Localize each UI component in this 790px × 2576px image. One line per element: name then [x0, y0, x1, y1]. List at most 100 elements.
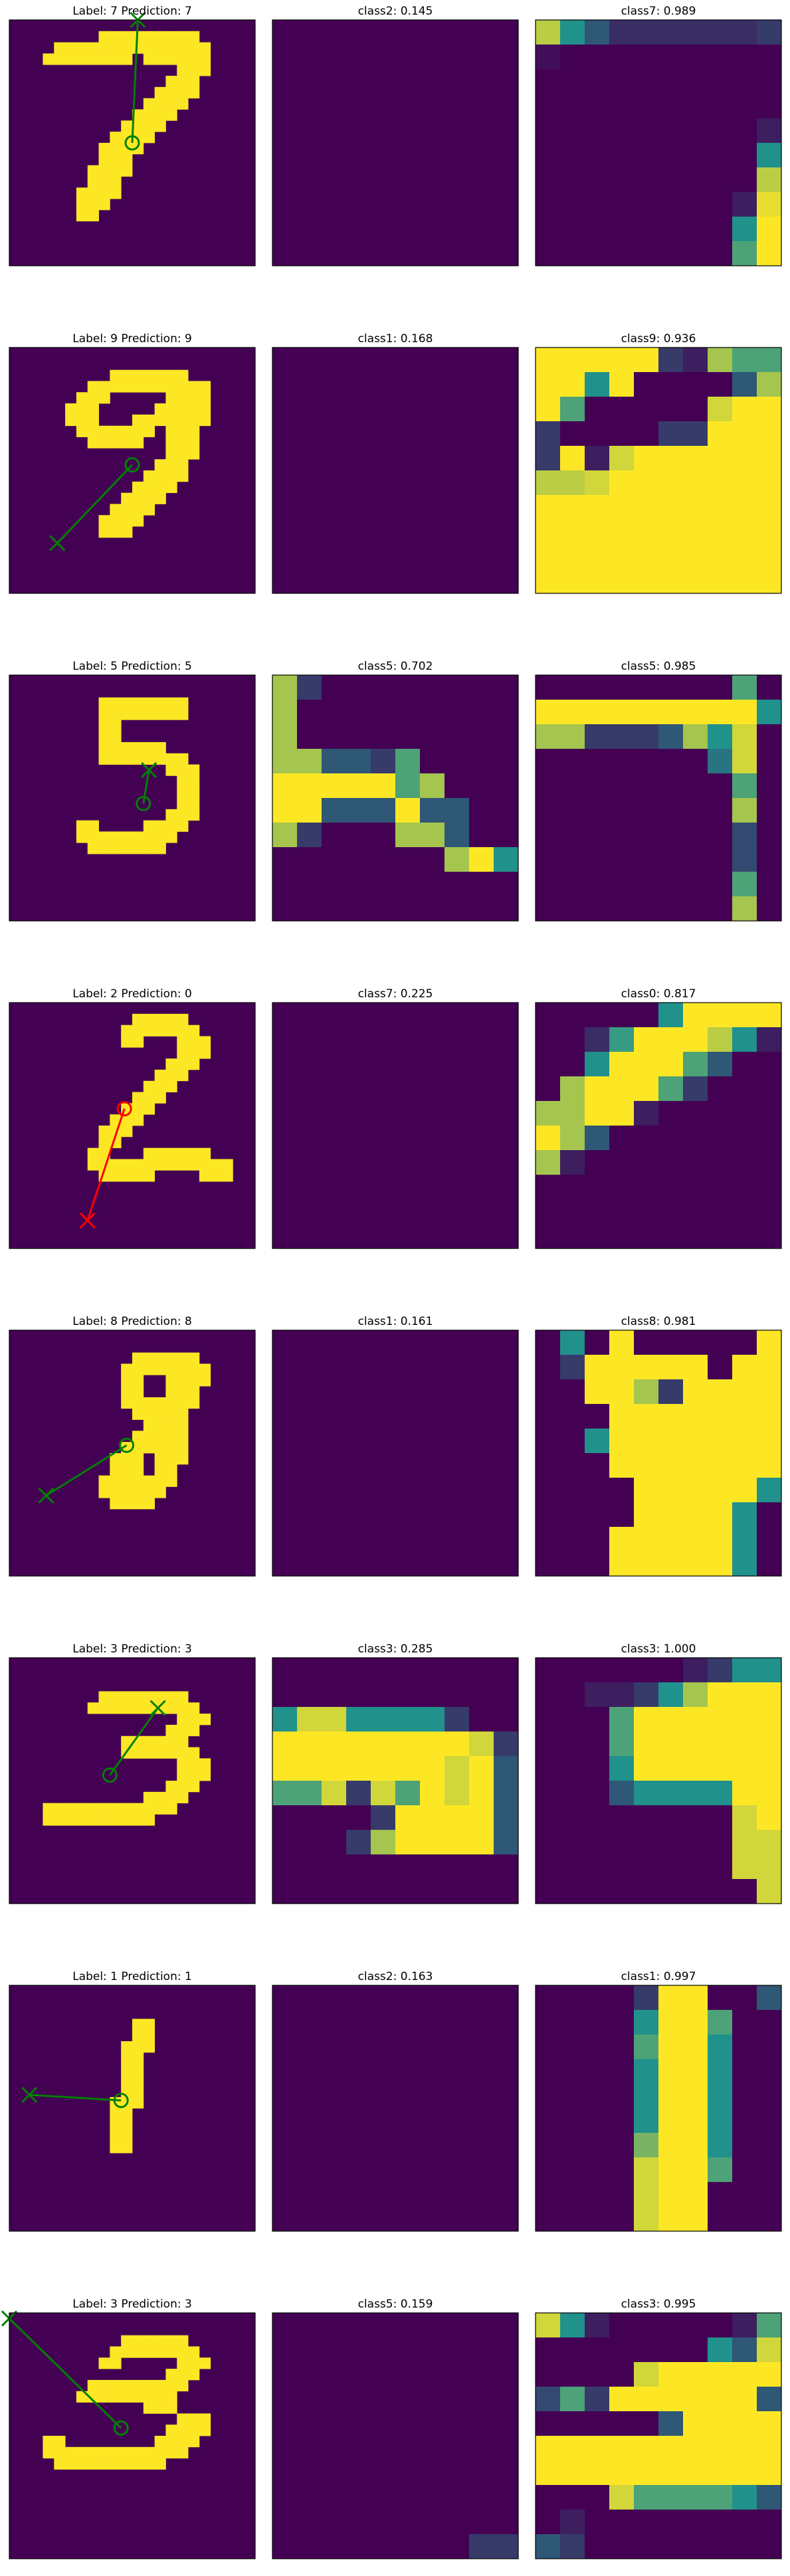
panel-title: class2: 0.163: [358, 1970, 433, 1983]
digit-pixel: [110, 165, 122, 177]
heatmap-cell: [609, 1830, 635, 1855]
heatmap-cell: [658, 1756, 684, 1781]
heatmap-cell: [395, 823, 421, 848]
digit-pixel: [110, 504, 122, 516]
panel-frame: [535, 1330, 782, 1577]
digit-pixel: [165, 76, 177, 88]
heatmap-cell: [683, 20, 708, 45]
heatmap-cell: [536, 700, 561, 725]
heatmap-cell: [371, 1756, 396, 1781]
heatmap-cell: [420, 749, 445, 774]
heatmap-cell: [371, 1379, 396, 1405]
digit-pixel: [154, 1747, 166, 1759]
heatmap-cell: [346, 544, 371, 569]
heatmap-cell: [732, 1027, 757, 1052]
digit-pixel: [177, 1058, 189, 1070]
digit-pixel: [98, 697, 110, 709]
heatmap-cell: [395, 1732, 421, 1757]
heatmap-cell: [371, 2108, 396, 2133]
heatmap-cell: [420, 1101, 445, 1126]
heatmap-cell: [395, 1756, 421, 1781]
digit-pixel: [210, 1170, 222, 1182]
end-x-marker: [21, 2086, 38, 2103]
heatmap-cell: [420, 569, 445, 594]
digit-pixel: [110, 2379, 122, 2392]
digit-pixel: [132, 132, 144, 144]
digit-pixel: [177, 1419, 189, 1431]
heatmap-cell: [444, 94, 470, 119]
heatmap-cell: [708, 1429, 733, 1454]
digit-pixel: [188, 42, 200, 54]
digit-pixel: [143, 742, 155, 754]
heatmap-cell: [420, 872, 445, 897]
digit-pixel: [110, 1159, 122, 1171]
heatmap-cell: [420, 2510, 445, 2535]
heatmap-cell: [469, 1756, 494, 1781]
digit-pixel: [188, 1724, 200, 1737]
digit-pixel: [165, 86, 177, 99]
heatmap-cell: [346, 1150, 371, 1175]
digit-pixel: [165, 809, 177, 821]
heatmap-cell: [494, 2337, 519, 2363]
heatmap-cell: [444, 773, 470, 799]
heatmap-cell: [683, 823, 708, 848]
heatmap-cell: [272, 2485, 298, 2510]
digit-pixel: [132, 1814, 144, 1826]
panel-title: class3: 1.000: [621, 1642, 696, 1656]
heatmap-cell: [732, 118, 757, 144]
heatmap-cell: [272, 143, 298, 168]
panel-title: class1: 0.168: [358, 332, 433, 346]
heatmap-cell: [469, 798, 494, 823]
heatmap-cell: [469, 520, 494, 545]
digit-pixel: [121, 1375, 133, 1387]
heatmap-cell: [444, 470, 470, 496]
panel-title: class5: 0.159: [358, 2298, 433, 2311]
heatmap-cell: [444, 896, 470, 922]
figure-row: Label: 1 Prediction: 1 class2: 0.163 class…: [9, 1970, 782, 2232]
digit-pixel: [132, 2097, 144, 2109]
heatmap-cell: [560, 347, 585, 373]
heatmap-cell: [297, 397, 322, 422]
heatmap-cell: [371, 1126, 396, 1151]
heatmap-cell: [585, 872, 610, 897]
heatmap-cell: [371, 2059, 396, 2084]
heatmap-cell: [732, 2207, 757, 2232]
heatmap-cell: [444, 45, 470, 70]
heatmap-cell: [494, 1453, 519, 1478]
digit-pixel: [132, 1747, 144, 1759]
heatmap-cell: [371, 372, 396, 397]
heatmap-cell: [757, 1101, 782, 1126]
end-x-marker: [79, 1212, 96, 1229]
heatmap-cell: [536, 470, 561, 496]
heatmap-cell: [708, 2387, 733, 2412]
heatmap-cell: [560, 896, 585, 922]
heatmap-cell: [444, 495, 470, 520]
input-digit-panel: Label: 8 Prediction: 8: [9, 1315, 256, 1577]
digit-pixel: [143, 2041, 155, 2053]
heatmap-cell: [494, 2010, 519, 2035]
heatmap-cell: [585, 2362, 610, 2387]
heatmap-cell: [371, 470, 396, 496]
digit-pixel: [154, 1408, 166, 1420]
digit-pixel: [87, 2446, 99, 2459]
heatmap-cell: [346, 798, 371, 823]
digit-pixel: [143, 53, 155, 65]
heatmap-cell: [658, 1879, 684, 1904]
heatmap-cell: [536, 94, 561, 119]
heatmap-cell: [469, 1781, 494, 1806]
heatmap-cell: [494, 1502, 519, 1528]
digit-pixel: [154, 2458, 166, 2470]
heatmap-cell: [346, 2059, 371, 2084]
heatmap-cell: [371, 421, 396, 446]
digit-pixel: [154, 1025, 166, 1037]
digit-pixel: [154, 1803, 166, 1815]
end-x-marker: [141, 761, 157, 779]
heatmap-cell: [757, 1478, 782, 1503]
heatmap-cell: [634, 1126, 659, 1151]
heatmap-cell: [560, 847, 585, 872]
digit-pixel: [143, 1791, 155, 1804]
heatmap-cell: [585, 495, 610, 520]
digit-pixel: [177, 1069, 189, 1082]
heatmap-cell: [371, 1199, 396, 1225]
heatmap-cell: [346, 1126, 371, 1151]
